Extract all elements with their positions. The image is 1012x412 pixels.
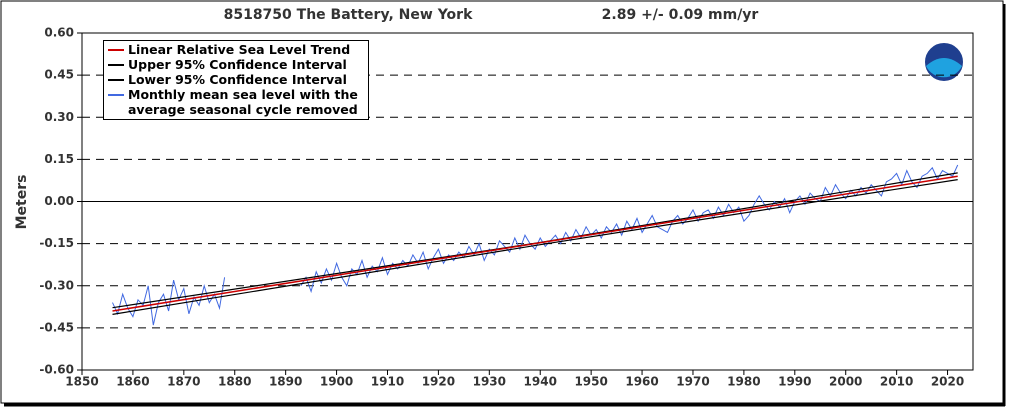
y-tick-label: 0.30 [44, 110, 74, 124]
legend-label: Linear Relative Sea Level Trend [128, 42, 351, 57]
y-tick-label: -0.30 [39, 278, 74, 292]
legend-swatch [108, 64, 124, 66]
x-tick-label: 2020 [931, 375, 964, 389]
x-tick-label: 1860 [116, 375, 149, 389]
legend-item: Lower 95% Confidence Interval [108, 72, 364, 87]
x-tick-label: 1910 [371, 375, 404, 389]
y-tick-label: 0.00 [44, 194, 74, 208]
chart-subtitle: 2.89 +/- 0.09 mm/yr [602, 7, 759, 23]
chart-title: 8518750 The Battery, New York [224, 7, 473, 23]
x-tick-label: 1980 [727, 375, 760, 389]
legend-item: Monthly mean sea level with the average … [108, 87, 364, 117]
legend-swatch [108, 94, 124, 96]
x-tick-label: 2010 [880, 375, 913, 389]
y-tick-label: 0.60 [44, 26, 74, 40]
series-line [112, 172, 958, 309]
y-tick-label: -0.45 [39, 320, 74, 334]
x-tick-label: 2000 [829, 375, 862, 389]
y-tick-label: 0.15 [44, 152, 74, 166]
x-tick-label: 1940 [524, 375, 557, 389]
x-tick-label: 1990 [778, 375, 811, 389]
legend-swatch [108, 79, 124, 81]
series-line [112, 175, 958, 312]
x-tick-label: 1870 [167, 375, 200, 389]
legend: Linear Relative Sea Level Trend Upper 95%… [103, 40, 369, 120]
y-tick-label: -0.60 [39, 363, 74, 377]
noaa-logo [923, 41, 965, 83]
x-tick-label: 1890 [269, 375, 302, 389]
x-tick-label: 1920 [422, 375, 455, 389]
series-line [112, 179, 958, 315]
legend-item: Upper 95% Confidence Interval [108, 57, 364, 72]
x-tick-label: 1970 [676, 375, 709, 389]
x-tick-label: 1850 [65, 375, 98, 389]
x-tick-label: 1930 [473, 375, 506, 389]
y-tick-label: -0.15 [39, 236, 74, 250]
x-tick-label: 1950 [574, 375, 607, 389]
x-tick-label: 1880 [218, 375, 251, 389]
plot-area [81, 32, 974, 371]
legend-label: Monthly mean sea level with the average … [128, 87, 358, 117]
y-tick-label: 0.45 [44, 68, 74, 82]
x-tick-label: 1900 [320, 375, 353, 389]
legend-swatch [108, 49, 124, 51]
legend-label: Lower 95% Confidence Interval [128, 72, 347, 87]
x-tick-label: 1960 [625, 375, 658, 389]
y-axis-label: Meters [14, 175, 30, 230]
series-line [112, 164, 959, 326]
legend-label: Upper 95% Confidence Interval [128, 57, 347, 72]
legend-item: Linear Relative Sea Level Trend [108, 42, 364, 57]
